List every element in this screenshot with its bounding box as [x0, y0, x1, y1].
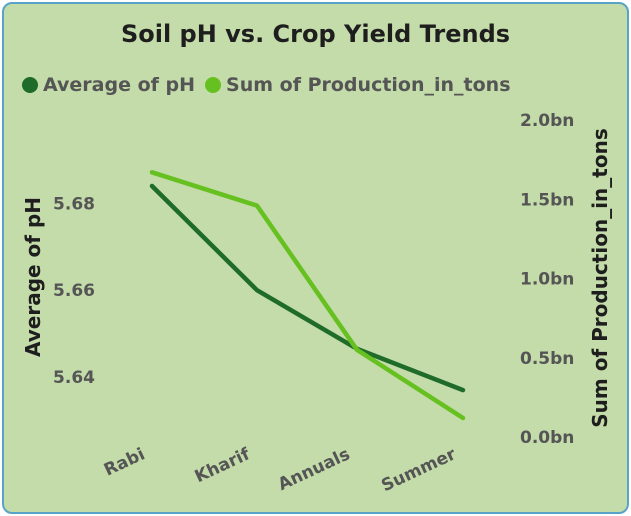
chart-title: Soil pH vs. Crop Yield Trends: [120, 20, 511, 48]
x-tick-label: Summer: [378, 444, 459, 496]
x-tick-label: Rabi: [101, 444, 148, 480]
y-left-tick-label: 5.64: [53, 368, 95, 388]
legend-label-production: Sum of Production_in_tons: [226, 74, 511, 96]
series-line-ph: [149, 183, 466, 393]
y-axis-left-title: Average of pH: [21, 197, 45, 357]
legend-label-ph: Average of pH: [43, 74, 196, 96]
series-line-production: [149, 170, 466, 421]
y-right-tick-label: 1.0bn: [520, 270, 574, 290]
y-right-tick-label: 0.0bn: [520, 428, 574, 448]
y-right-tick-label: 2.0bn: [520, 111, 574, 131]
y-axis-right-title: Sum of Production_in_tons: [588, 128, 612, 427]
y-left-tick-label: 5.68: [53, 194, 95, 214]
x-tick-label: Kharif: [192, 444, 254, 487]
chart-legend: Average of pH Sum of Production_in_tons: [22, 74, 521, 96]
x-tick-label: Annuals: [275, 444, 353, 495]
legend-item-ph[interactable]: Average of pH: [22, 74, 195, 96]
y-right-tick-label: 0.5bn: [520, 349, 574, 369]
y-left-tick-label: 5.66: [53, 281, 95, 301]
y-right-tick-label: 1.5bn: [520, 190, 574, 210]
legend-marker-ph: [22, 77, 38, 93]
legend-item-production[interactable]: Sum of Production_in_tons: [205, 74, 511, 96]
legend-marker-production: [205, 77, 222, 93]
